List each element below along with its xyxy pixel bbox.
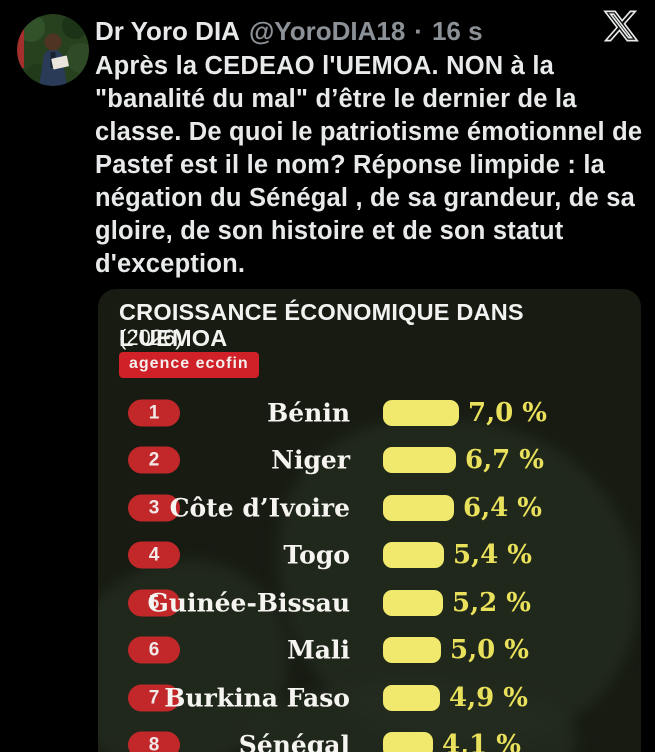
value-bar xyxy=(383,732,433,752)
rank-badge: 5 xyxy=(128,589,180,617)
chart-row: 5 Guinée-Bissau 5,2 % xyxy=(98,579,641,627)
value-label: 6,7 % xyxy=(465,445,544,476)
chart-card[interactable]: CROISSANCE ÉCONOMIQUE DANS L’UEMOA (2026… xyxy=(98,289,641,752)
value-label: 6,4 % xyxy=(463,492,542,523)
chart-row: 7 Burkina Faso 4,9 % xyxy=(98,674,641,722)
value-bar xyxy=(383,494,454,521)
country-label: Guinée-Bissau xyxy=(147,588,350,618)
value-label: 5,0 % xyxy=(450,635,529,666)
country-label: Burkina Faso xyxy=(164,683,350,713)
country-label: Mali xyxy=(287,635,350,665)
value-bar xyxy=(383,399,459,426)
value-bar xyxy=(383,447,456,474)
chart-row: 4 Togo 5,4 % xyxy=(98,532,641,580)
rank-badge: 8 xyxy=(128,731,180,752)
profile-photo xyxy=(17,14,89,86)
value-label: 4,9 % xyxy=(449,682,528,713)
value-label: 5,2 % xyxy=(452,587,531,618)
country-label: Sénégal xyxy=(238,730,350,752)
rank-badge: 3 xyxy=(128,494,180,522)
rank-badge: 4 xyxy=(128,541,180,569)
chart-row: 6 Mali 5,0 % xyxy=(98,627,641,675)
chart-row: 8 Sénégal 4,1 % xyxy=(98,722,641,752)
value-label: 7,0 % xyxy=(468,397,547,428)
rank-badge: 1 xyxy=(128,399,180,427)
chart-row: 1 Bénin 7,0 % xyxy=(98,389,641,437)
chart-row: 2 Niger 6,7 % xyxy=(98,437,641,485)
rank-badge: 2 xyxy=(128,446,180,474)
value-bar xyxy=(383,637,441,664)
chart-row: 3 Côte d’Ivoire 6,4 % xyxy=(98,484,641,532)
x-logo-icon[interactable] xyxy=(603,8,639,44)
value-bar xyxy=(383,684,440,711)
timestamp: 16 s xyxy=(431,16,483,46)
tweet-header: Dr Yoro DIA @YoroDIA18 · 16 s xyxy=(95,16,483,47)
chart-subtitle: (2026) xyxy=(119,325,183,350)
country-label: Niger xyxy=(271,445,350,475)
value-label: 4,1 % xyxy=(442,730,521,752)
rank-badge: 7 xyxy=(128,684,180,712)
display-name[interactable]: Dr Yoro DIA xyxy=(95,16,240,46)
chart-title: CROISSANCE ÉCONOMIQUE DANS L’UEMOA xyxy=(119,299,524,351)
rank-badge: 6 xyxy=(128,636,180,664)
tweet-text: Après la CEDEAO l'UEMOA. NON à la "banal… xyxy=(95,52,643,278)
source-badge: agence ecofin xyxy=(119,352,259,378)
value-label: 5,4 % xyxy=(453,540,532,571)
country-label: Bénin xyxy=(267,398,350,428)
avatar[interactable] xyxy=(17,14,89,86)
country-label: Côte d’Ivoire xyxy=(169,493,350,523)
country-label: Togo xyxy=(283,540,350,570)
user-handle[interactable]: @YoroDIA18 xyxy=(248,16,406,46)
value-bar xyxy=(383,542,444,569)
chart-rows: 1 Bénin 7,0 % 2 Niger 6,7 % 3 Côte d’Ivoire 6,4 … xyxy=(98,389,641,752)
value-bar xyxy=(383,589,443,616)
meta-separator: · xyxy=(414,16,423,46)
